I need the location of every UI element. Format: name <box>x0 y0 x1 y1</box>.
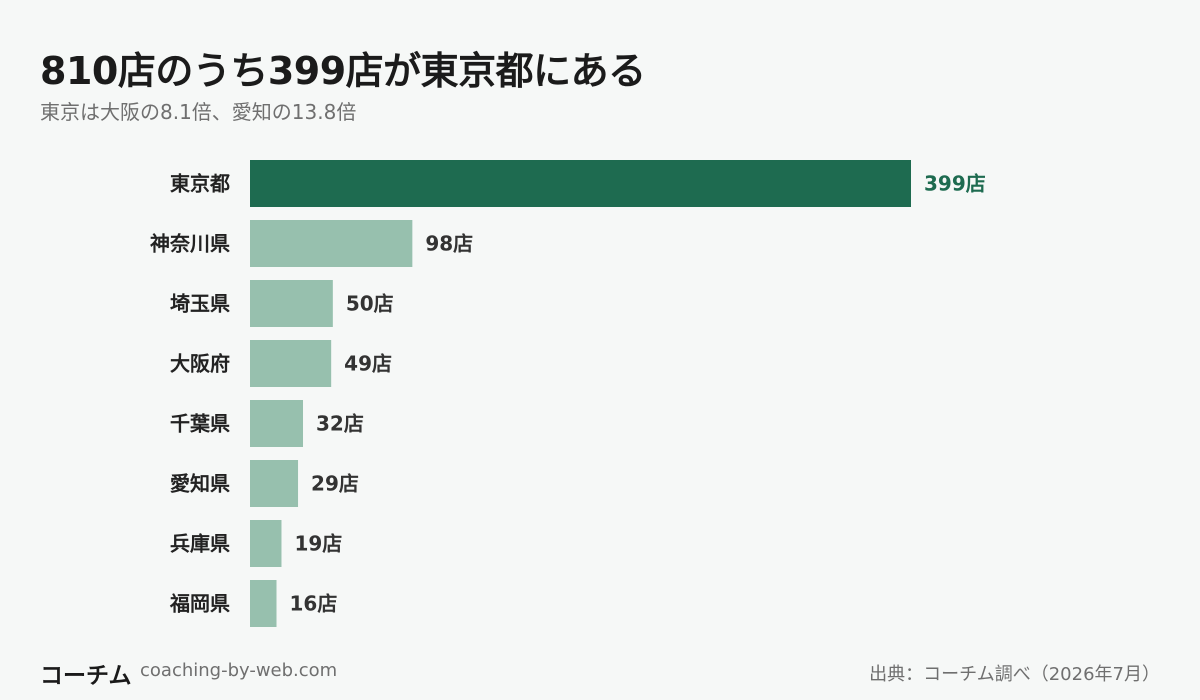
value-label: 98店 <box>425 232 473 256</box>
value-label: 19店 <box>294 532 342 556</box>
category-label: 愛知県 <box>170 472 230 496</box>
value-label: 49店 <box>344 352 392 376</box>
bar <box>250 160 911 207</box>
bar <box>250 220 413 267</box>
category-label: 兵庫県 <box>170 532 230 556</box>
category-label: 福岡県 <box>169 592 230 616</box>
source-note: 出典：コーチム調べ（2026年7月） <box>869 664 1160 685</box>
brand-url: coaching-by-web.com <box>140 660 338 681</box>
value-label: 32店 <box>316 412 364 436</box>
bar <box>250 520 282 567</box>
page-title: 810店のうち399店が東京都にある <box>40 49 646 93</box>
category-label: 大阪府 <box>170 352 230 376</box>
bar <box>250 280 333 327</box>
category-label: 千葉県 <box>170 412 230 436</box>
value-label: 16店 <box>290 592 338 616</box>
value-label: 399店 <box>924 172 986 196</box>
page-subtitle: 東京は大阪の8.1倍、愛知の13.8倍 <box>40 100 357 124</box>
bar <box>250 340 332 387</box>
category-label: 神奈川県 <box>150 232 230 256</box>
bar <box>250 460 299 507</box>
brand-logo: コーチム <box>40 663 132 689</box>
category-label: 東京都 <box>170 172 230 196</box>
value-label: 50店 <box>346 292 394 316</box>
value-label: 29店 <box>311 472 359 496</box>
category-label: 埼玉県 <box>170 292 230 316</box>
bar <box>250 400 304 447</box>
bar <box>250 580 277 627</box>
